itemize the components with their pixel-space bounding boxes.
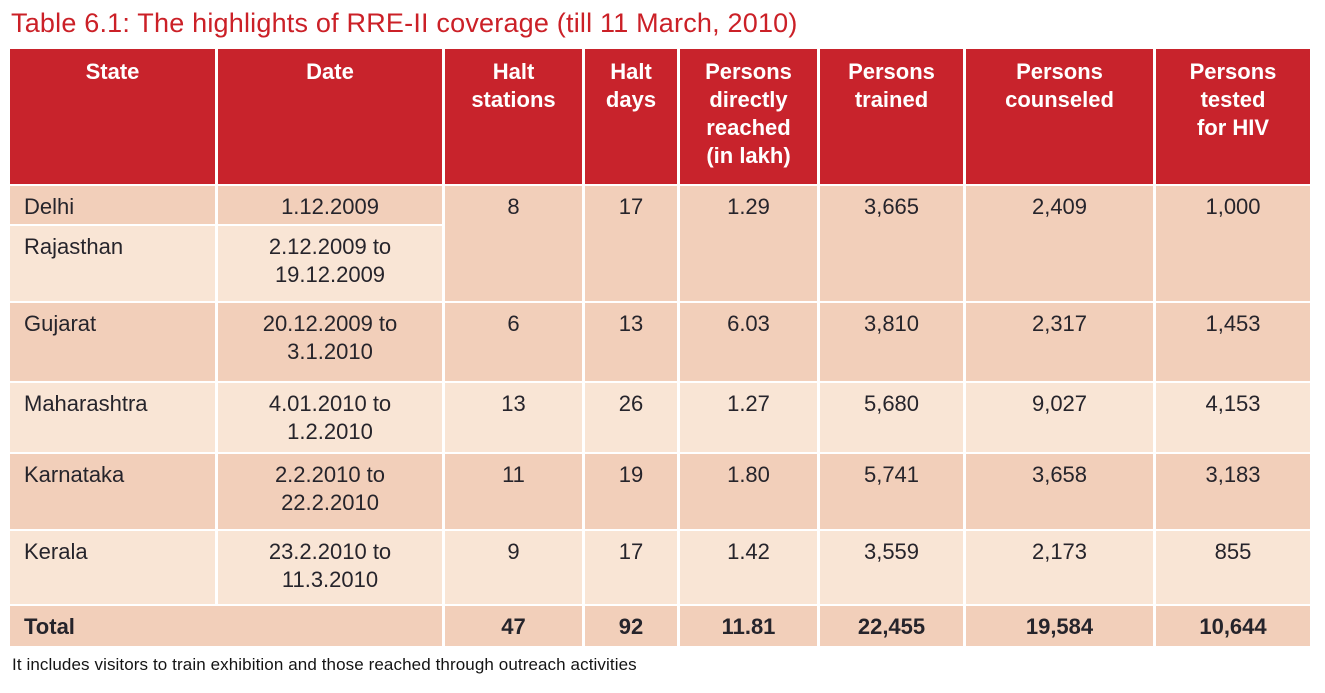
cell-counseled: 9,027 xyxy=(966,383,1156,454)
table-row-maharashtra: Maharashtra 4.01.2010 to 1.2.2010 13 26 … xyxy=(10,383,1313,454)
table-title: Table 6.1: The highlights of RRE-II cove… xyxy=(11,8,798,38)
cell-trained: 5,741 xyxy=(820,454,966,531)
cell-total-counseled: 19,584 xyxy=(966,606,1156,648)
cell-reached: 1.29 xyxy=(680,186,820,303)
cell-state: Gujarat xyxy=(10,303,218,383)
report-page: Table 6.1: The highlights of RRE-II cove… xyxy=(10,8,1313,674)
table-row-karnataka: Karnataka 2.2.2010 to 22.2.2010 11 19 1.… xyxy=(10,454,1313,531)
cell-reached: 1.80 xyxy=(680,454,820,531)
cell-reached: 1.42 xyxy=(680,531,820,606)
cell-counseled: 2,173 xyxy=(966,531,1156,606)
cell-halt-stations: 11 xyxy=(445,454,585,531)
cell-total-tested: 10,644 xyxy=(1156,606,1313,648)
rre-coverage-table: State Date Halt stations Halt days Perso… xyxy=(10,49,1313,648)
table-row-kerala: Kerala 23.2.2010 to 11.3.2010 9 17 1.42 … xyxy=(10,531,1313,606)
cell-total-reached: 11.81 xyxy=(680,606,820,648)
cell-halt-stations: 13 xyxy=(445,383,585,454)
cell-halt-stations: 6 xyxy=(445,303,585,383)
cell-counseled: 3,658 xyxy=(966,454,1156,531)
cell-total-halt-days: 92 xyxy=(585,606,680,648)
table-footnote: It includes visitors to train exhibition… xyxy=(12,655,637,674)
cell-reached: 1.27 xyxy=(680,383,820,454)
table-row-total: Total 47 92 11.81 22,455 19,584 10,644 xyxy=(10,606,1313,648)
col-header-halt-stations: Halt stations xyxy=(445,49,585,186)
cell-counseled: 2,317 xyxy=(966,303,1156,383)
cell-halt-stations: 8 xyxy=(445,186,585,303)
col-header-state: State xyxy=(10,49,218,186)
cell-state: Rajasthan xyxy=(10,226,218,303)
cell-halt-days: 17 xyxy=(585,531,680,606)
header-row: State Date Halt stations Halt days Perso… xyxy=(10,49,1313,186)
col-header-halt-days: Halt days xyxy=(585,49,680,186)
cell-state: Delhi xyxy=(10,186,218,226)
cell-date: 23.2.2010 to 11.3.2010 xyxy=(218,531,445,606)
cell-date: 2.2.2010 to 22.2.2010 xyxy=(218,454,445,531)
cell-date: 20.12.2009 to 3.1.2010 xyxy=(218,303,445,383)
table-row-rajasthan: Rajasthan 2.12.2009 to 19.12.2009 xyxy=(10,226,1313,303)
cell-tested: 1,453 xyxy=(1156,303,1313,383)
table-row-delhi: Delhi 1.12.2009 8 17 1.29 3,665 2,409 1,… xyxy=(10,186,1313,303)
cell-trained: 5,680 xyxy=(820,383,966,454)
cell-total-trained: 22,455 xyxy=(820,606,966,648)
cell-state: Maharashtra xyxy=(10,383,218,454)
cell-total-label: Total xyxy=(10,606,445,648)
cell-halt-days: 17 xyxy=(585,186,680,303)
col-header-tested: Persons tested for HIV xyxy=(1156,49,1313,186)
cell-trained: 3,665 xyxy=(820,186,966,303)
col-header-counseled: Persons counseled xyxy=(966,49,1156,186)
cell-halt-stations: 9 xyxy=(445,531,585,606)
cell-tested: 3,183 xyxy=(1156,454,1313,531)
cell-trained: 3,559 xyxy=(820,531,966,606)
cell-tested: 855 xyxy=(1156,531,1313,606)
cell-trained: 3,810 xyxy=(820,303,966,383)
cell-counseled: 2,409 xyxy=(966,186,1156,303)
cell-total-halt-stations: 47 xyxy=(445,606,585,648)
col-header-date: Date xyxy=(218,49,445,186)
cell-halt-days: 13 xyxy=(585,303,680,383)
col-header-reached: Persons directly reached (in lakh) xyxy=(680,49,820,186)
table-row-gujarat: Gujarat 20.12.2009 to 3.1.2010 6 13 6.03… xyxy=(10,303,1313,383)
cell-halt-days: 26 xyxy=(585,383,680,454)
col-header-trained: Persons trained xyxy=(820,49,966,186)
cell-date: 4.01.2010 to 1.2.2010 xyxy=(218,383,445,454)
cell-tested: 1,000 xyxy=(1156,186,1313,303)
cell-date: 2.12.2009 to 19.12.2009 xyxy=(218,226,445,303)
cell-date: 1.12.2009 xyxy=(218,186,445,226)
cell-reached: 6.03 xyxy=(680,303,820,383)
cell-tested: 4,153 xyxy=(1156,383,1313,454)
cell-state: Karnataka xyxy=(10,454,218,531)
cell-halt-days: 19 xyxy=(585,454,680,531)
cell-state: Kerala xyxy=(10,531,218,606)
